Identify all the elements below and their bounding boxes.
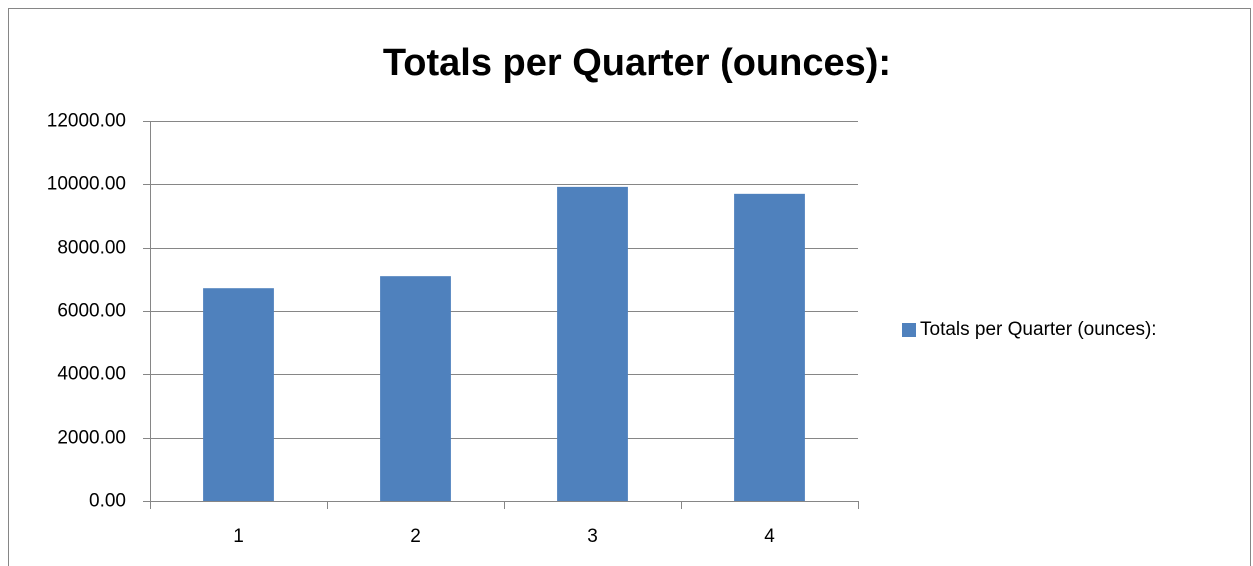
bar [203, 288, 274, 501]
bar [380, 276, 451, 501]
x-tick-label: 1 [233, 526, 244, 547]
bar [557, 186, 628, 501]
x-tick-label: 4 [764, 526, 775, 547]
x-tick-label: 3 [587, 526, 598, 547]
chart-frame [8, 8, 1251, 566]
y-tick-label: 10000.00 [47, 174, 126, 195]
y-tick-label: 4000.00 [57, 364, 126, 385]
y-tick-label: 0.00 [89, 491, 126, 512]
legend-swatch [902, 323, 916, 337]
legend-label: Totals per Quarter (ounces): [920, 319, 1157, 340]
y-tick-label: 6000.00 [57, 301, 126, 322]
x-tick-label: 2 [410, 526, 421, 547]
y-tick-label: 8000.00 [57, 238, 126, 259]
chart-title: Totals per Quarter (ounces): [383, 42, 891, 84]
y-tick-label: 12000.00 [47, 111, 126, 132]
y-tick-label: 2000.00 [57, 428, 126, 449]
bar [734, 193, 805, 502]
